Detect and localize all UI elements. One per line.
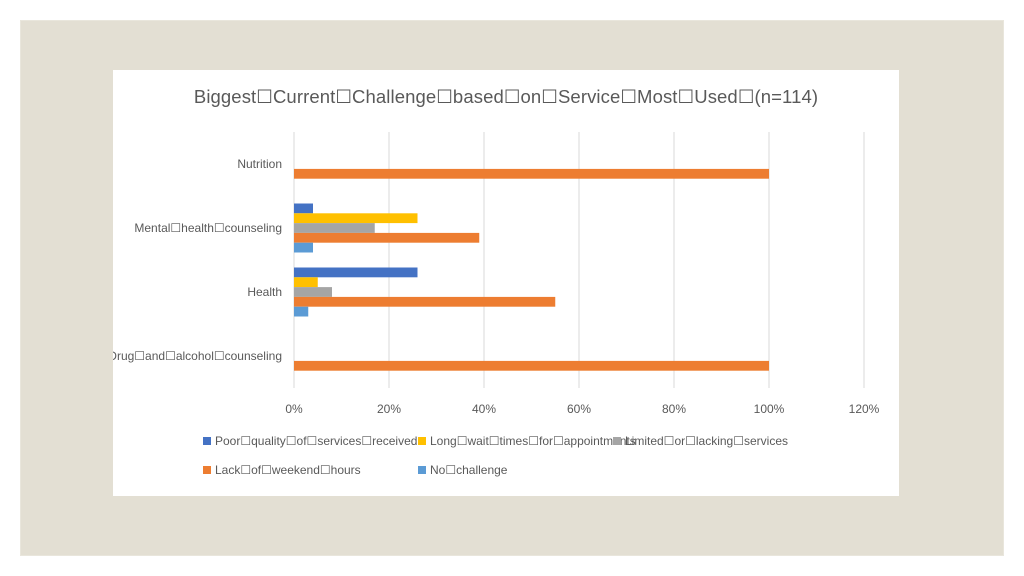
bar — [294, 232, 480, 243]
legend-swatch — [613, 437, 621, 445]
legend-item: Poor☐quality☐of☐services☐received — [203, 434, 417, 448]
legend-swatch — [203, 466, 211, 474]
bar — [294, 296, 556, 307]
legend-label: Long☐wait☐times☐for☐appointments — [430, 434, 636, 448]
x-tick-label: 100% — [754, 402, 785, 416]
category-label: Nutrition — [237, 157, 282, 171]
category-label: Mental☐health☐counseling — [134, 221, 282, 235]
legend-item: Limited☐or☐lacking☐services — [613, 434, 788, 448]
bar — [294, 360, 769, 371]
chart-title: Biggest☐Current☐Challenge☐based☐on☐Servi… — [193, 86, 819, 107]
bar — [294, 277, 318, 288]
legend-label: Limited☐or☐lacking☐services — [625, 434, 788, 448]
legend-label: Poor☐quality☐of☐services☐received — [215, 434, 418, 448]
legend-label: Lack☐of☐weekend☐hours — [215, 463, 361, 477]
legend-swatch — [203, 437, 211, 445]
bar — [294, 242, 313, 253]
bar — [294, 203, 313, 214]
x-tick-label: 120% — [849, 402, 880, 416]
legend-item: No☐challenge — [418, 463, 507, 477]
bar — [294, 287, 332, 297]
legend-item: Long☐wait☐times☐for☐appointments — [418, 434, 636, 448]
chart-card: Biggest☐Current☐Challenge☐based☐on☐Servi… — [113, 70, 899, 496]
legend-swatch — [418, 437, 426, 445]
x-tick-label: 0% — [285, 402, 303, 416]
bar — [294, 223, 375, 233]
category-label: Drug☐and☐alcohol☐counseling — [113, 349, 282, 363]
legend-swatch — [418, 466, 426, 474]
x-tick-label: 40% — [472, 402, 496, 416]
bar — [294, 306, 309, 317]
legend-item: Lack☐of☐weekend☐hours — [203, 463, 361, 477]
bar-chart: 0% 20% 40% 60% 80% 100% 120% Nutrition Mental☐he… — [113, 132, 880, 416]
x-tick-label: 80% — [662, 402, 686, 416]
bar — [294, 168, 769, 179]
bar — [294, 267, 418, 278]
x-tick-label: 20% — [377, 402, 401, 416]
category-label: Health — [247, 285, 282, 299]
legend-label: No☐challenge — [430, 463, 508, 477]
x-tick-label: 60% — [567, 402, 591, 416]
bar — [294, 213, 418, 224]
